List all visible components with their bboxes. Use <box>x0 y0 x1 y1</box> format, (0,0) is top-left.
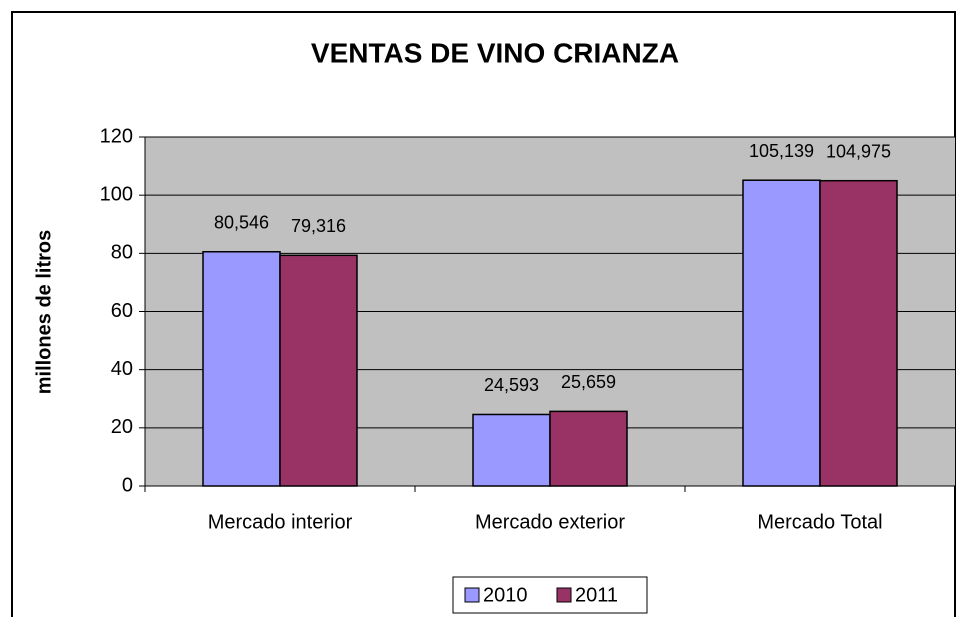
legend-swatch <box>556 587 572 603</box>
y-tick-label: 80 <box>111 242 133 264</box>
bar <box>549 410 628 487</box>
y-axis-label: millones de litros <box>33 230 55 394</box>
value-label: 79,316 <box>291 216 346 236</box>
x-tick-label: Mercado Total <box>757 511 882 533</box>
y-tick-label: 100 <box>100 183 133 205</box>
value-label: 80,546 <box>214 212 269 232</box>
value-label: 25,659 <box>561 372 616 392</box>
y-tick-label: 60 <box>111 300 133 322</box>
x-tick-label: Mercado exterior <box>475 511 625 533</box>
x-tick-label: Mercado interior <box>208 511 353 533</box>
bar <box>202 250 281 487</box>
y-tick-label: 0 <box>122 474 133 496</box>
legend-swatch <box>464 587 480 603</box>
legend-box <box>452 576 648 614</box>
chart-title: VENTAS DE VINO CRIANZA <box>311 37 679 68</box>
y-tick-label: 40 <box>111 358 133 380</box>
legend-label: 2010 <box>483 584 528 606</box>
legend-label: 2011 <box>575 584 618 606</box>
bar <box>279 254 358 487</box>
y-tick-label: 20 <box>111 416 133 438</box>
value-label: 104,975 <box>826 141 891 161</box>
value-label: 24,593 <box>484 375 539 395</box>
bar <box>819 179 898 487</box>
bar <box>472 413 551 487</box>
y-tick-label: 120 <box>100 125 133 147</box>
value-label: 105,139 <box>749 141 814 161</box>
bar <box>742 179 821 487</box>
